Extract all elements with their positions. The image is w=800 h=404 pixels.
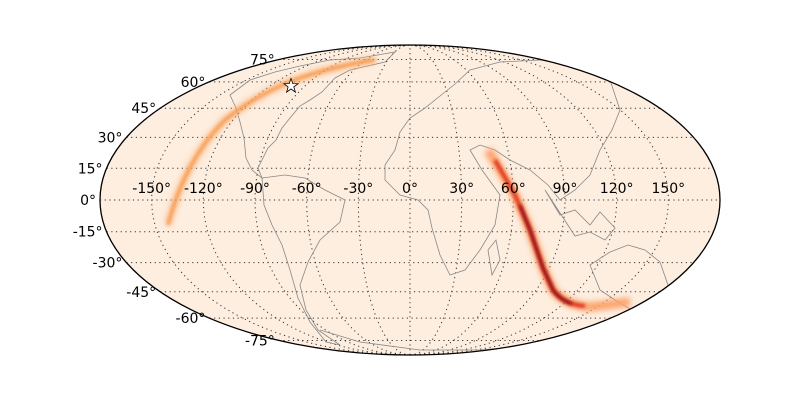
star-icon <box>282 77 300 94</box>
latitude-label: -60° <box>176 311 206 327</box>
latitude-label: 45° <box>131 101 156 117</box>
longitude-label: -120° <box>184 181 223 197</box>
latitude-label: 15° <box>78 161 103 177</box>
latitude-label: 0° <box>80 193 96 209</box>
meridian-line <box>254 45 411 355</box>
longitude-label: -150° <box>132 181 171 197</box>
longitude-label: -60° <box>292 181 322 197</box>
longitude-label: 90° <box>553 181 578 197</box>
latitude-label: -45° <box>126 285 156 301</box>
longitude-label: 150° <box>651 181 685 197</box>
map-border <box>99 44 721 356</box>
probability-skymap <box>164 56 631 312</box>
longitude-labels: -150° -120° -90° -60° -30° 0° 30° 60° 90° 120° 150… <box>132 181 685 197</box>
latitude-label: -30° <box>93 256 123 272</box>
longitude-label: -30° <box>343 181 373 197</box>
meridian-line <box>409 45 669 355</box>
longitude-label: 30° <box>449 181 474 197</box>
meridian-line <box>151 45 411 355</box>
map-background <box>100 45 720 355</box>
latitude-label: 30° <box>98 130 123 146</box>
longitude-label: 60° <box>501 181 526 197</box>
latitude-label: 75° <box>250 53 275 69</box>
longitude-label: 0° <box>402 181 418 197</box>
latitude-label: 60° <box>181 75 206 91</box>
latitude-labels: 75° 60° 45° 30° 15° 0° -15° -30°-45° -60° -75° <box>73 53 275 350</box>
latitude-label: -75° <box>245 333 275 349</box>
meridian-line <box>357 45 411 355</box>
graticule <box>100 45 720 355</box>
meridian-line <box>409 45 463 355</box>
longitude-label: -90° <box>240 181 270 197</box>
latitude-label: -15° <box>73 225 103 241</box>
longitude-label: 120° <box>600 181 634 197</box>
